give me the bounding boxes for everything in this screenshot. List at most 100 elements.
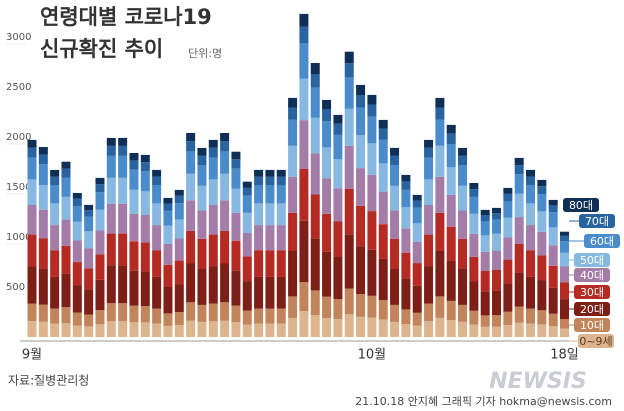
bar-segment [197, 321, 207, 337]
bar-segment [163, 287, 173, 314]
bar-segment [514, 174, 524, 194]
bar-segment [152, 276, 162, 309]
bar-segment [118, 155, 128, 178]
bar-segment [265, 308, 275, 324]
bar-segment [254, 308, 264, 324]
bar-segment [367, 295, 377, 318]
bar-segment [106, 265, 116, 304]
bar-segment [344, 288, 354, 315]
bar-segment [84, 289, 94, 315]
bar-segment [118, 303, 128, 322]
bar-segment [412, 223, 422, 242]
bar-segment [174, 325, 184, 337]
legend-box [574, 285, 610, 299]
bar-segment [152, 308, 162, 324]
bar-segment [424, 157, 434, 180]
bar-segment [84, 248, 94, 269]
bar-segment [514, 193, 524, 218]
legend-box [563, 198, 599, 212]
bar-segment [424, 303, 434, 322]
bar-segment [242, 233, 252, 257]
bar-segment [61, 323, 71, 337]
legend-label: 50대 [580, 254, 604, 267]
bar-segment [492, 250, 502, 270]
bar-segment [208, 179, 218, 205]
bar-segment [367, 116, 377, 144]
bar-segment [129, 322, 139, 337]
bar-segment [480, 326, 490, 337]
x-tick-label: 10월 [358, 348, 387, 363]
bar-segment [27, 139, 37, 148]
bar-segment [446, 260, 456, 301]
bar-segment [254, 169, 264, 177]
bar-segment [254, 225, 264, 251]
y-tick-label: 500 [6, 282, 25, 293]
bar-segment [322, 296, 332, 318]
bar-segment [38, 147, 48, 155]
bar-segment [378, 319, 388, 337]
bar-segment [254, 250, 264, 277]
bar-segment [390, 147, 400, 156]
bar-segment [95, 209, 105, 231]
bar-segment [526, 185, 536, 204]
bar-segment [322, 213, 332, 252]
bar-segment [492, 213, 502, 220]
bar-segment [435, 145, 445, 177]
bar-segment [50, 169, 60, 177]
bar-segment [548, 212, 558, 228]
bar-segment [129, 160, 139, 170]
bar-segment [514, 322, 524, 337]
y-tick-label: 2500 [6, 82, 31, 93]
bar-segment [469, 196, 479, 214]
bar-segment [38, 238, 48, 269]
bar-segment [50, 225, 60, 251]
bar-segment [333, 188, 343, 222]
bar-segment [469, 213, 479, 234]
bar-segment [378, 191, 388, 225]
bar-segment [560, 266, 570, 283]
bar-segment [231, 151, 241, 160]
bar-segment [480, 235, 490, 252]
bar-segment [140, 154, 150, 163]
bar-segment [514, 165, 524, 175]
bar-segment [50, 276, 60, 309]
bar-segment [231, 188, 241, 213]
bar-segment [480, 291, 490, 316]
bar-segment [27, 303, 37, 322]
bar-segment [265, 250, 275, 277]
bar-segment [106, 303, 116, 322]
bar-segment [140, 215, 150, 243]
bar-segment [299, 220, 309, 283]
bar-segment [50, 308, 60, 324]
bar-segment [412, 285, 422, 313]
bar-segment [106, 155, 116, 178]
chart-title: 연령대별 코로나19 [40, 5, 212, 29]
bar-segment [356, 316, 366, 337]
bar-segment [129, 213, 139, 242]
bar-segment [310, 194, 320, 239]
bar-segment [526, 176, 536, 185]
bar-segment [106, 203, 116, 234]
bar-segment [276, 250, 286, 277]
bar-segment [152, 185, 162, 204]
bar-segment [72, 262, 82, 286]
bar-segment [254, 276, 264, 309]
x-tick-label: 9월 [22, 348, 42, 363]
bar-segment [174, 238, 184, 261]
bar-segment [446, 320, 456, 337]
bar-segment [310, 87, 320, 118]
bar-segment [265, 203, 275, 226]
bar-segment [469, 324, 479, 337]
bar-segment [344, 314, 354, 337]
chart-subtitle: 신규확진 추이 [40, 37, 163, 61]
bar-segment [356, 135, 366, 169]
bar-segment [129, 189, 139, 214]
bar-segment [220, 200, 230, 231]
bar-segment [435, 317, 445, 337]
bar-segment [469, 189, 479, 197]
bar-segment [548, 265, 558, 288]
bar-segment [288, 97, 298, 108]
bar-segment [208, 157, 218, 180]
bar-segment [378, 128, 388, 140]
bar-segment [435, 212, 445, 251]
